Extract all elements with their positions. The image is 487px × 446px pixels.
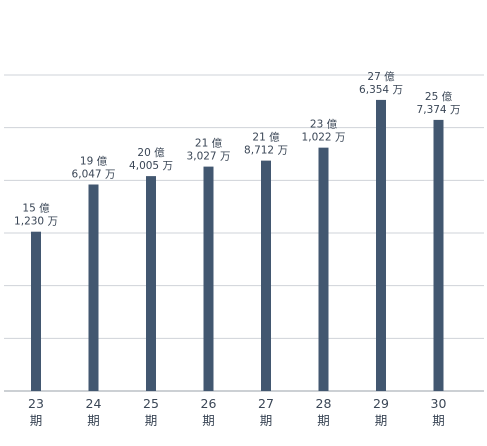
- x-tick-label: 23 期: [28, 396, 44, 428]
- data-label-line: 6,047 万: [72, 168, 116, 180]
- data-label: 21 億 3,027 万: [187, 137, 231, 163]
- bar: [203, 166, 214, 391]
- data-label-line: 4,005 万: [129, 160, 173, 172]
- x-tick-label-line: 期: [30, 413, 43, 428]
- bar: [31, 231, 41, 391]
- x-tick-label-line: 26: [201, 396, 217, 411]
- data-label: 20 億 4,005 万: [129, 146, 173, 172]
- x-tick-label: 24 期: [86, 396, 102, 428]
- x-tick-label-line: 28: [316, 396, 332, 411]
- x-tick-label-line: 24: [86, 396, 102, 411]
- data-label-line: 23 億: [310, 118, 338, 131]
- x-tick-label-line: 期: [375, 413, 388, 428]
- data-label-line: 15 億: [22, 202, 50, 215]
- data-label-line: 7,374 万: [417, 104, 461, 116]
- x-tick-label-line: 期: [432, 413, 445, 428]
- data-label-line: 25 億: [425, 90, 453, 103]
- data-label-line: 6,354 万: [359, 84, 403, 96]
- x-tick-label-line: 29: [373, 396, 389, 411]
- x-tick-label-line: 期: [202, 413, 215, 428]
- x-axis-ticks: 23 期 24 期 25 期 26 期 27 期 28 期 29 期 30 期: [28, 396, 446, 428]
- data-labels: 15 億 1,230 万19 億 6,047 万20 億 4,005 万21 億 3,0…: [14, 70, 460, 228]
- bar: [88, 184, 99, 391]
- x-tick-label: 29 期: [373, 396, 389, 428]
- data-label: 19 億 6,047 万: [72, 154, 116, 180]
- data-label-line: 1,230 万: [14, 216, 58, 228]
- x-tick-label: 26 期: [201, 396, 217, 428]
- x-tick-label: 25 期: [143, 396, 159, 428]
- x-tick-label-line: 25: [143, 396, 159, 411]
- data-label: 21 億 8,712 万: [244, 131, 288, 157]
- bar: [146, 176, 156, 391]
- data-label: 23 億 1,022 万: [302, 118, 346, 144]
- bar: [433, 119, 444, 391]
- data-label-line: 21 億: [252, 131, 280, 144]
- bars: [31, 99, 444, 392]
- data-label-line: 1,022 万: [302, 132, 346, 144]
- x-tick-label-line: 期: [145, 413, 158, 428]
- x-tick-label: 30 期: [431, 396, 447, 428]
- gridlines: [4, 74, 484, 392]
- x-tick-label: 28 期: [316, 396, 332, 428]
- data-label: 15 億 1,230 万: [14, 202, 58, 228]
- data-label-line: 27 億: [367, 70, 395, 83]
- data-label-line: 3,027 万: [187, 151, 231, 163]
- data-label-line: 8,712 万: [244, 145, 288, 157]
- data-label-line: 19 億: [80, 154, 108, 167]
- bar: [261, 160, 271, 391]
- x-tick-label-line: 期: [260, 413, 273, 428]
- data-label-line: 21 億: [195, 137, 223, 150]
- x-tick-label-line: 期: [317, 413, 330, 428]
- bar: [318, 147, 329, 391]
- bar: [376, 99, 386, 392]
- x-tick-label: 27 期: [258, 396, 274, 428]
- x-tick-label-line: 27: [258, 396, 274, 411]
- data-label-line: 20 億: [137, 146, 165, 159]
- x-tick-label-line: 30: [431, 396, 447, 411]
- x-tick-label-line: 23: [28, 396, 44, 411]
- data-label: 25 億 7,374 万: [417, 90, 461, 116]
- data-label: 27 億 6,354 万: [359, 70, 403, 96]
- x-tick-label-line: 期: [87, 413, 100, 428]
